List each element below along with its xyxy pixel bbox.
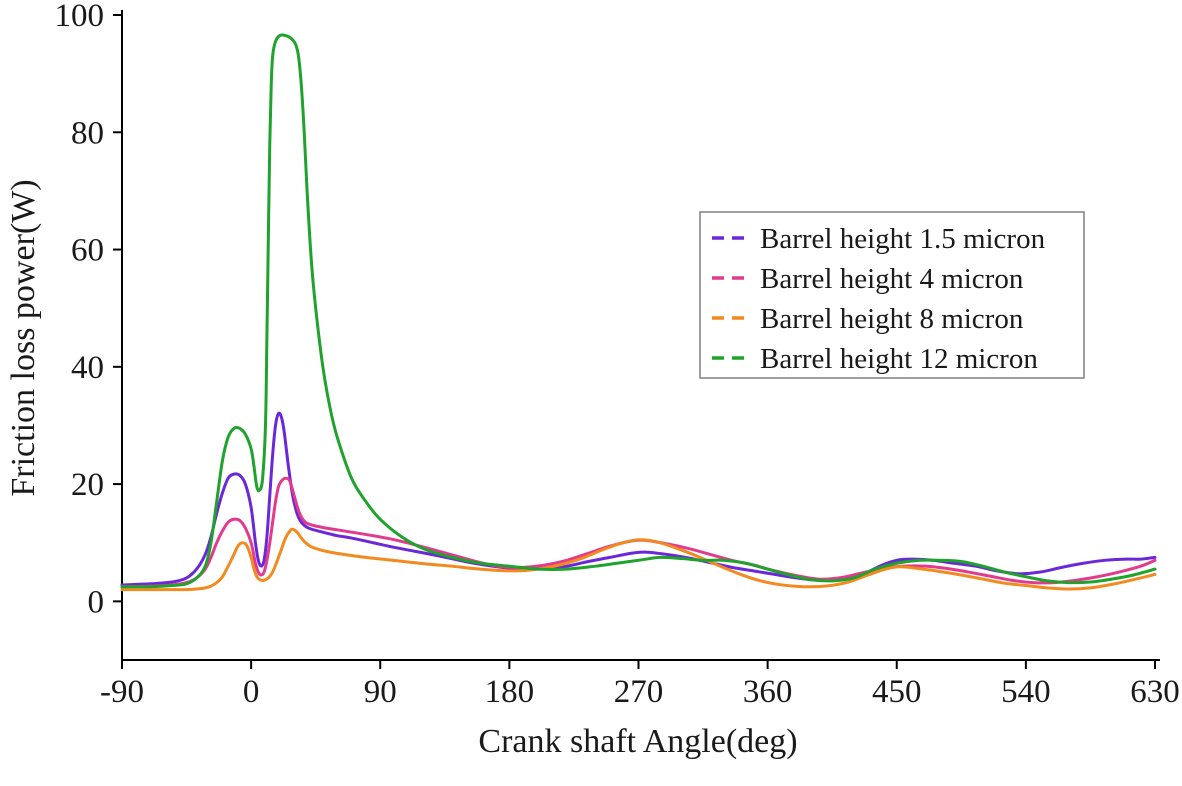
x-tick-label: 360 [743,674,793,710]
y-tick-label: 100 [55,0,105,34]
series-group [120,33,1157,592]
series-line-2 [120,527,1157,592]
axes-group [121,10,1160,661]
x-tick-label: 180 [485,674,535,710]
legend-item-label: Barrel height 1.5 micron [760,223,1046,255]
legend-group: Barrel height 1.5 micron Barrel height 4 … [699,211,1085,379]
y-tick-label: 20 [71,467,104,503]
x-tick-label: -90 [100,674,144,710]
series-line-0 [120,411,1157,587]
x-tick-label: 630 [1130,674,1180,710]
ticks-group: -90 0 90 180 270 360 450 540 630 0 20 40 60 80 100 [55,0,1180,710]
x-tick-label: 540 [1001,674,1051,710]
x-tick-label: 90 [364,674,397,710]
y-tick-label: 0 [88,584,105,620]
x-tick-label: 270 [614,674,664,710]
y-tick-label: 80 [71,115,104,151]
legend-box [699,211,1085,379]
legend-item-label: Barrel height 8 micron [760,303,1024,335]
x-tick-label: 0 [243,674,260,710]
legend-item-label: Barrel height 12 micron [760,343,1038,375]
series-line-3 [120,33,1157,589]
legend-item-label: Barrel height 4 micron [760,263,1024,295]
x-tick-label: 450 [872,674,922,710]
x-axis-title: Crank shaft Angle(deg) [478,723,797,760]
y-tick-label: 40 [71,350,104,386]
y-tick-label: 60 [71,233,104,269]
y-axis-title: Friction loss power(W) [5,179,42,496]
